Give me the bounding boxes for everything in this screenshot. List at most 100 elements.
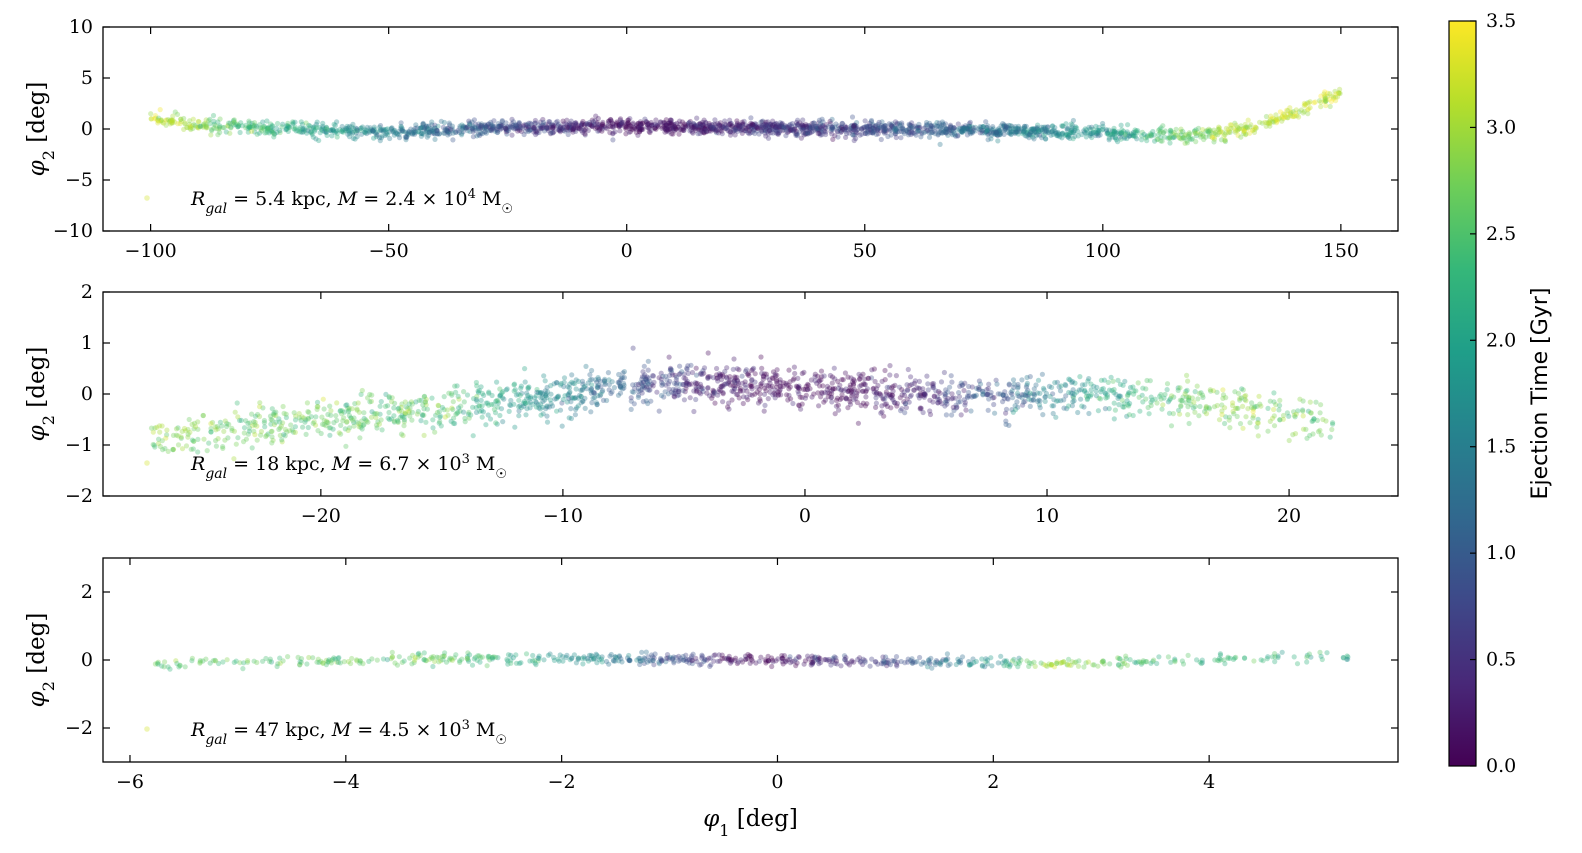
data-point (931, 381, 937, 387)
data-point (1191, 399, 1197, 405)
data-point (1194, 657, 1200, 663)
data-point (578, 127, 585, 134)
data-point (1030, 134, 1036, 140)
data-point (657, 119, 663, 125)
data-point (850, 382, 857, 388)
data-point (693, 127, 699, 134)
data-point (954, 127, 960, 133)
data-point (1199, 657, 1205, 663)
data-point (810, 655, 816, 661)
data-point (1034, 126, 1040, 132)
data-point (649, 122, 655, 128)
data-point (285, 654, 291, 660)
data-point (631, 125, 638, 131)
data-point (376, 124, 383, 130)
data-point (1171, 394, 1177, 400)
data-point (564, 124, 570, 130)
data-point (720, 391, 726, 397)
data-point (724, 365, 730, 371)
data-point (197, 658, 203, 664)
data-point (403, 135, 409, 141)
data-point (779, 653, 785, 659)
data-point (227, 120, 233, 126)
data-point (1293, 411, 1299, 417)
data-point (1012, 403, 1018, 409)
data-point (733, 125, 739, 131)
data-point (537, 119, 544, 125)
data-point (759, 370, 765, 376)
data-point (269, 129, 275, 135)
data-point (799, 394, 805, 401)
data-point (548, 123, 555, 129)
data-point (1322, 89, 1328, 95)
data-point (448, 126, 454, 132)
data-point (896, 129, 902, 135)
data-point (637, 124, 643, 131)
data-point (1322, 94, 1328, 100)
data-point (221, 428, 227, 434)
data-point (728, 128, 734, 134)
data-point (971, 660, 977, 666)
data-point (1070, 379, 1076, 385)
data-point (504, 126, 510, 133)
data-point (523, 128, 529, 134)
data-point (978, 124, 984, 130)
data-point (1159, 138, 1165, 144)
data-point (837, 382, 843, 388)
data-point (1099, 659, 1105, 665)
data-point (746, 124, 752, 130)
data-point (420, 131, 427, 137)
data-point (1239, 126, 1246, 132)
data-point (222, 418, 228, 424)
data-point (842, 370, 849, 376)
data-point (717, 372, 724, 378)
data-point (610, 137, 616, 143)
data-point (928, 130, 934, 136)
data-point (406, 401, 412, 407)
data-point (473, 379, 479, 386)
data-point (1015, 131, 1022, 137)
data-point (437, 413, 443, 419)
data-point (719, 128, 725, 134)
data-point (213, 658, 219, 664)
data-point (229, 425, 235, 431)
data-point (762, 657, 768, 663)
data-point (1238, 134, 1244, 140)
data-point (1120, 382, 1126, 388)
data-point (428, 654, 434, 660)
data-point (469, 126, 475, 132)
data-point (589, 122, 595, 128)
data-point (812, 374, 818, 380)
data-point (610, 121, 616, 127)
data-point (575, 656, 581, 663)
data-point (1221, 657, 1227, 663)
data-point (271, 131, 277, 137)
data-point (635, 124, 642, 130)
data-point (1009, 388, 1015, 394)
data-point (583, 121, 589, 127)
data-point (566, 395, 572, 402)
data-point (964, 125, 971, 132)
data-point (379, 133, 385, 139)
data-point (807, 124, 813, 130)
data-point (1024, 389, 1030, 395)
data-point (457, 408, 463, 414)
data-point (582, 395, 588, 401)
data-point (423, 419, 429, 425)
data-point (1004, 395, 1011, 401)
data-point (939, 119, 946, 125)
data-point (484, 663, 490, 669)
data-point (723, 374, 729, 380)
data-point (740, 394, 747, 400)
y-tick-label: 10 (69, 16, 93, 38)
data-point (155, 118, 161, 124)
data-point (1123, 653, 1129, 659)
data-point (955, 133, 961, 139)
data-point (225, 123, 231, 129)
data-point (622, 124, 628, 130)
data-point (1285, 108, 1291, 114)
data-point (1151, 132, 1157, 138)
data-point (409, 131, 415, 137)
data-point (282, 426, 288, 433)
data-point (283, 123, 290, 129)
